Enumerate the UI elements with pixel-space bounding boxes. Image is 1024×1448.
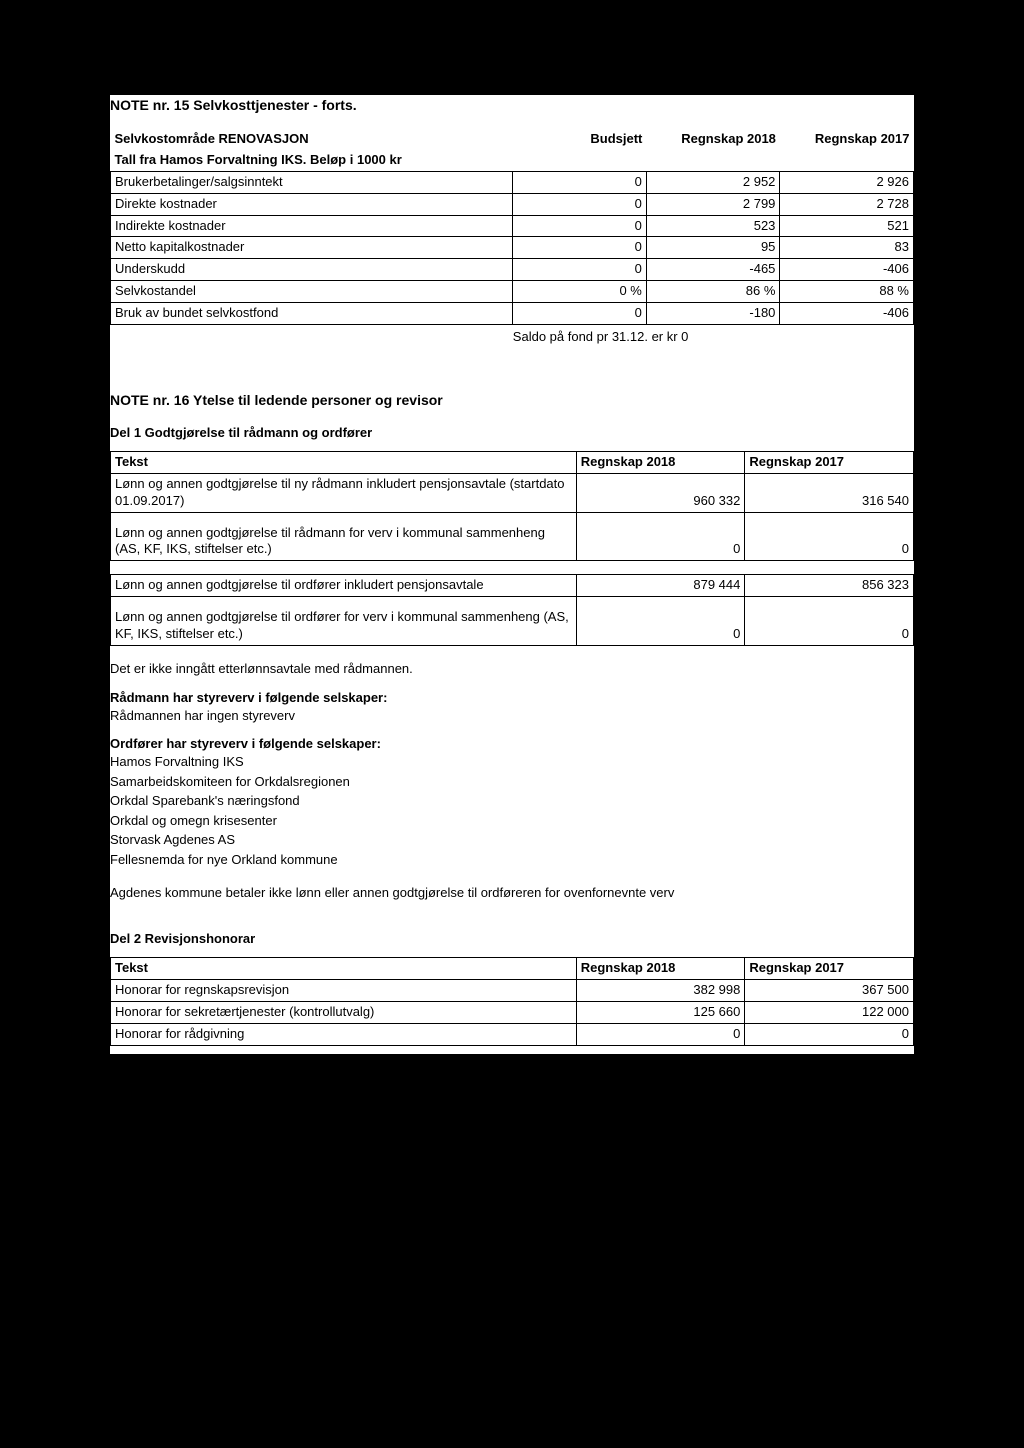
row-val: 0 [745,597,914,646]
row-val: 0 [745,1023,914,1045]
row-label: Direkte kostnader [111,193,513,215]
del2-hdr-2017: Regnskap 2017 [745,957,914,979]
note-15-section: NOTE nr. 15 Selvkosttjenester - forts. S… [110,95,914,354]
row-val: 2 728 [780,193,914,215]
row-val: 521 [780,215,914,237]
table-row: Brukerbetalinger/salgsinntekt 0 2 952 2 … [111,171,914,193]
del2-table: Tekst Regnskap 2018 Regnskap 2017 Honora… [110,957,914,1046]
table1-header-label: Selvkostområde RENOVASJON [111,129,513,150]
row-val: 122 000 [745,1001,914,1023]
row-val: 0 [576,597,745,646]
row-label: Lønn og annen godtgjørelse til ordfører … [111,597,577,646]
row-val: 0 [513,171,647,193]
row-val: 83 [780,237,914,259]
row-val: -465 [646,259,780,281]
row-val: 2 952 [646,171,780,193]
row-val: 523 [646,215,780,237]
del2-title: Del 2 Revisjonshonorar [110,930,914,947]
table1-subtitle: Tall fra Hamos Forvaltning IKS. Beløp i … [111,150,914,171]
table-row: Lønn og annen godtgjørelse til ordfører … [111,597,914,646]
del2-hdr-tekst: Tekst [111,957,577,979]
row-val: 95 [646,237,780,259]
table-row: Underskudd 0 -465 -406 [111,259,914,281]
ordforer-styreverv-title: Ordfører har styreverv i følgende selska… [110,736,914,751]
row-label: Honorar for rådgivning [111,1023,577,1045]
table-row: Honorar for regnskapsrevisjon 382 998 36… [111,979,914,1001]
del1-table: Tekst Regnskap 2018 Regnskap 2017 Lønn o… [110,451,914,646]
row-val: 367 500 [745,979,914,1001]
row-val: 0 [576,512,745,561]
row-val: 2 926 [780,171,914,193]
row-val: 960 332 [576,473,745,512]
note-16-title: NOTE nr. 16 Ytelse til ledende personer … [110,390,914,410]
table-row: Lønn og annen godtgjørelse til ordfører … [111,575,914,597]
del2-hdr-2018: Regnskap 2018 [576,957,745,979]
row-val: 0 [513,237,647,259]
agdenes-note: Agdenes kommune betaler ikke lønn eller … [110,884,914,902]
row-label: Underskudd [111,259,513,281]
radmann-styreverv-text: Rådmannen har ingen styreverv [110,707,914,725]
table-row: Honorar for rådgivning 0 0 [111,1023,914,1045]
row-val: 88 % [780,281,914,303]
row-val: 0 [576,1023,745,1045]
table-row: Selvkostandel 0 % 86 % 88 % [111,281,914,303]
etterlonn-note: Det er ikke inngått etterlønnsavtale med… [110,660,914,678]
row-label: Lønn og annen godtgjørelse til ny rådman… [111,473,577,512]
list-item: Samarbeidskomiteen for Orkdalsregionen [110,773,914,791]
table1-header-2017: Regnskap 2017 [780,129,914,150]
list-item: Hamos Forvaltning IKS [110,753,914,771]
row-val: 856 323 [745,575,914,597]
list-item: Fellesnemda for nye Orkland kommune [110,851,914,869]
row-val: 316 540 [745,473,914,512]
table-row: Indirekte kostnader 0 523 521 [111,215,914,237]
table-row: Direkte kostnader 0 2 799 2 728 [111,193,914,215]
row-label: Lønn og annen godtgjørelse til rådmann f… [111,512,577,561]
renovasjon-table: Selvkostområde RENOVASJON Budsjett Regns… [110,129,914,346]
row-val: 125 660 [576,1001,745,1023]
del1-hdr-tekst: Tekst [111,451,577,473]
row-val: 86 % [646,281,780,303]
row-label: Honorar for sekretærtjenester (kontrollu… [111,1001,577,1023]
row-val: 0 [513,215,647,237]
table-row: Netto kapitalkostnader 0 95 83 [111,237,914,259]
note-16-section: NOTE nr. 16 Ytelse til ledende personer … [110,390,914,1054]
row-label: Indirekte kostnader [111,215,513,237]
del1-hdr-2018: Regnskap 2018 [576,451,745,473]
list-item: Storvask Agdenes AS [110,831,914,849]
row-label: Bruk av bundet selvkostfond [111,303,513,325]
row-label: Honorar for regnskapsrevisjon [111,979,577,1001]
row-val: 0 [513,259,647,281]
row-val: 382 998 [576,979,745,1001]
table-row: Lønn og annen godtgjørelse til ny rådman… [111,473,914,512]
row-val: 0 [513,303,647,325]
row-val: 0 % [513,281,647,303]
row-val: 0 [745,512,914,561]
del1-hdr-2017: Regnskap 2017 [745,451,914,473]
row-val: -180 [646,303,780,325]
row-val: 2 799 [646,193,780,215]
row-label: Netto kapitalkostnader [111,237,513,259]
row-val: -406 [780,303,914,325]
radmann-styreverv-title: Rådmann har styreverv i følgende selskap… [110,690,914,705]
row-val: -406 [780,259,914,281]
table-row: Honorar for sekretærtjenester (kontrollu… [111,1001,914,1023]
row-val: 879 444 [576,575,745,597]
row-label: Lønn og annen godtgjørelse til ordfører … [111,575,577,597]
row-val: 0 [513,193,647,215]
table1-header-budsjett: Budsjett [513,129,647,150]
saldo-text: Saldo på fond pr 31.12. er kr 0 [513,325,914,346]
row-label: Selvkostandel [111,281,513,303]
list-item: Orkdal og omegn krisesenter [110,812,914,830]
list-item: Orkdal Sparebank's næringsfond [110,792,914,810]
table1-header-2018: Regnskap 2018 [646,129,780,150]
note-15-title: NOTE nr. 15 Selvkosttjenester - forts. [110,95,914,115]
table-row: Lønn og annen godtgjørelse til rådmann f… [111,512,914,561]
table-row: Bruk av bundet selvkostfond 0 -180 -406 [111,303,914,325]
del1-title: Del 1 Godtgjørelse til rådmann og ordfør… [110,424,914,441]
row-label: Brukerbetalinger/salgsinntekt [111,171,513,193]
